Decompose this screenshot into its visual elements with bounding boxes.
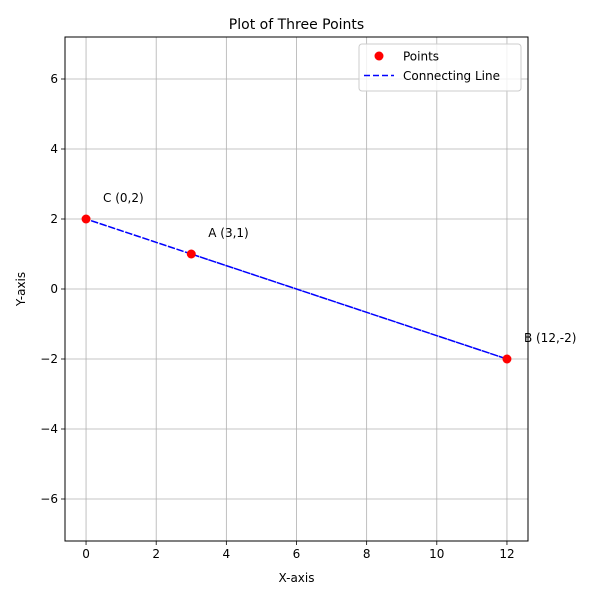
x-tick-label: 10: [429, 547, 444, 561]
y-tick-label: −2: [40, 352, 58, 366]
legend-marker-points: [374, 51, 384, 61]
y-tick-label: 6: [50, 72, 58, 86]
point-label: C (0,2): [103, 191, 144, 205]
y-tick-label: −4: [40, 422, 58, 436]
legend: Points Connecting Line: [358, 43, 522, 92]
y-axis-label: Y-axis: [14, 272, 28, 307]
y-tick-label: −6: [40, 492, 58, 506]
chart-title: Plot of Three Points: [229, 17, 364, 33]
point-label: B (12,-2): [524, 331, 576, 345]
x-ticks: 0 2 4 6 8 10 12: [82, 541, 515, 561]
y-tick-label: 0: [50, 282, 58, 296]
x-tick-label: 8: [363, 547, 371, 561]
points-series: [81, 214, 512, 364]
y-tick-label: 2: [50, 212, 58, 226]
x-axis-label: X-axis: [279, 571, 315, 585]
x-tick-label: 0: [82, 547, 90, 561]
x-tick-label: 2: [152, 547, 160, 561]
data-point: [186, 249, 196, 259]
data-point: [81, 214, 91, 224]
point-label: A (3,1): [208, 226, 248, 240]
point-annotations: A (3,1) B (12,-2) C (0,2): [103, 191, 576, 345]
x-tick-label: 4: [223, 547, 231, 561]
y-tick-label: 4: [50, 142, 58, 156]
x-tick-label: 6: [293, 547, 301, 561]
legend-label-connecting-line: Connecting Line: [403, 69, 500, 83]
legend-label-points: Points: [403, 50, 439, 64]
data-point: [502, 354, 512, 364]
connecting-line-series: [85, 218, 508, 360]
connecting-line: [85, 218, 508, 360]
legend-box: [358, 43, 522, 92]
y-ticks: −6 −4 −2 0 2 4 6: [40, 72, 65, 506]
x-tick-label: 12: [499, 547, 514, 561]
